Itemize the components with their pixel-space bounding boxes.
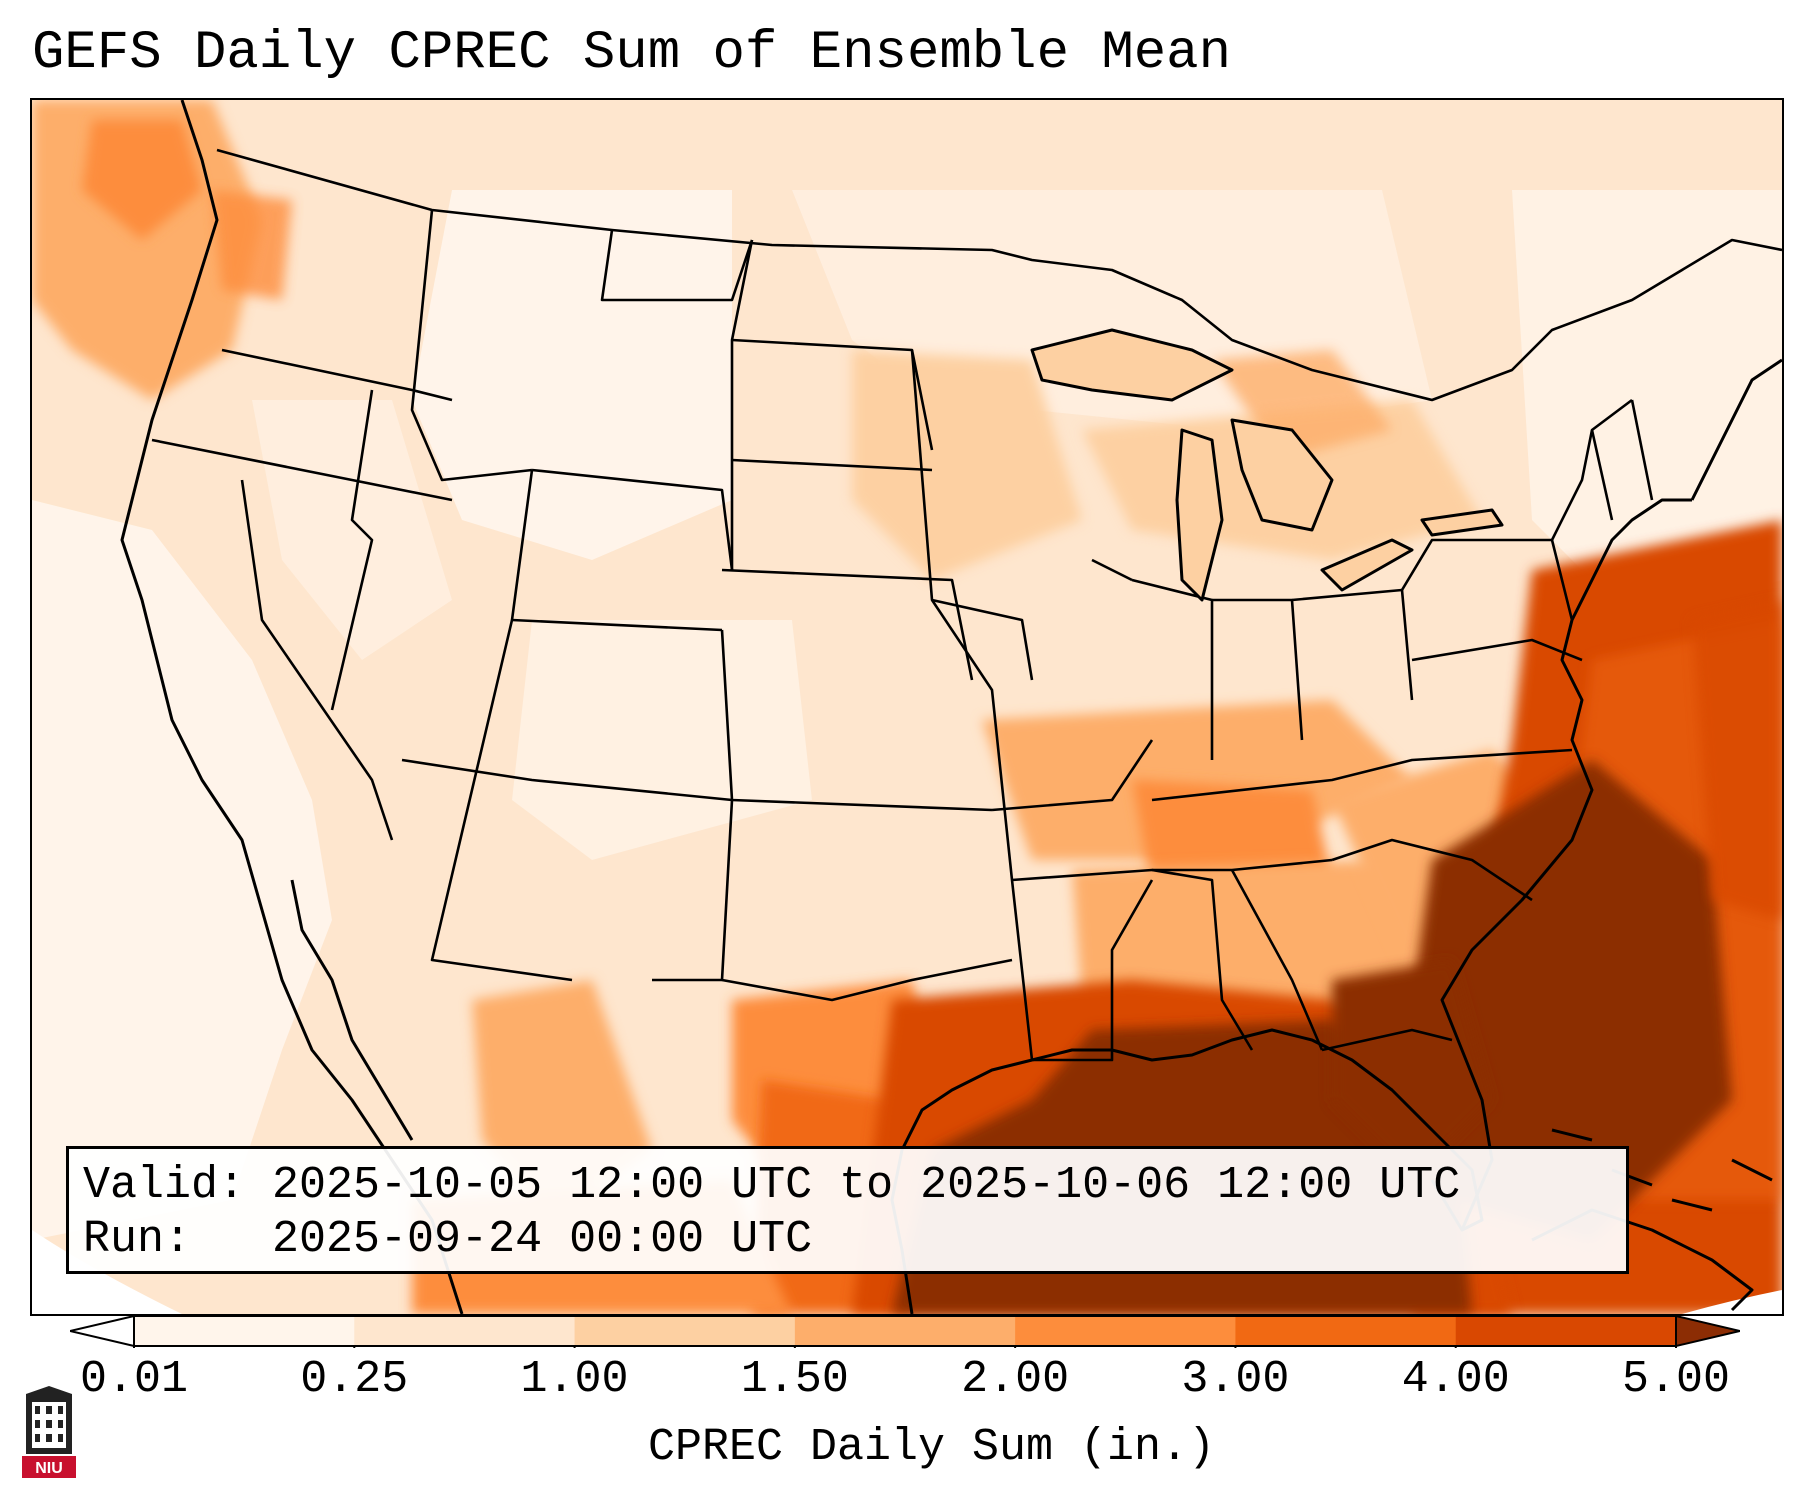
lake-huron	[1230, 418, 1334, 532]
colorbar-tick-label: 1.00	[520, 1354, 629, 1405]
colorbar-segment	[354, 1316, 576, 1346]
state-borders	[151, 148, 1782, 1062]
northeast-coast	[1690, 358, 1782, 501]
colorbar-segment	[1455, 1316, 1677, 1346]
colorbar-segment	[1235, 1316, 1457, 1346]
colorbar-tick-label: 0.25	[300, 1354, 409, 1405]
canada-border	[216, 148, 1782, 402]
caribbean-islands	[1551, 1128, 1773, 1212]
west-coast	[120, 100, 464, 1314]
map-title: GEFS Daily CPREC Sum of Ensemble Mean	[32, 23, 1231, 84]
colorbar-segment	[134, 1316, 355, 1346]
colorbar-outline	[133, 1315, 1677, 1347]
east-coast	[1440, 498, 1692, 1231]
lake-superior	[1030, 328, 1234, 402]
lake-ontario	[1420, 508, 1504, 537]
colorbar-ticks: 0.01 0.25 1.00 1.50 2.00 3.00 4.00 5.00	[0, 1352, 1803, 1412]
valid-time-box: Valid: 2025-10-05 12:00 UTC to 2025-10-0…	[66, 1146, 1629, 1274]
building-icon	[26, 1386, 72, 1454]
logo-text: NIU	[35, 1460, 63, 1477]
colorbar	[70, 1314, 1740, 1348]
projection-edge-left	[32, 1230, 182, 1314]
lake-erie	[1320, 538, 1414, 592]
run-line: Run: 2025-09-24 00:00 UTC	[83, 1214, 813, 1265]
colorbar-tick-label: 2.00	[961, 1354, 1070, 1405]
projection-edge-right	[1682, 1290, 1782, 1314]
colorbar-label: CPREC Daily Sum (in.)	[647, 1422, 1216, 1473]
colorbar-tick-label: 5.00	[1621, 1354, 1731, 1405]
valid-line: Valid: 2025-10-05 12:00 UTC to 2025-10-0…	[83, 1160, 1461, 1211]
colorbar-tick-label: 3.00	[1181, 1354, 1290, 1405]
colorbar-segment	[794, 1316, 1016, 1346]
colorbar-tick-label: 1.50	[740, 1354, 849, 1405]
colorbar-tick-label: 4.00	[1401, 1354, 1510, 1405]
baja-peninsula	[290, 879, 414, 1141]
colorbar-tick-label: 0.01	[79, 1354, 189, 1405]
niu-logo: NIU	[22, 1386, 76, 1478]
precip-map[interactable]	[32, 100, 1782, 1314]
colorbar-extend-low	[70, 1314, 135, 1348]
colorbar-extend-high	[1675, 1314, 1740, 1348]
colorbar-segment	[1015, 1316, 1236, 1346]
map-panel[interactable]	[30, 98, 1784, 1316]
great-lakes	[1030, 328, 1504, 602]
lake-michigan	[1175, 428, 1224, 602]
colorbar-segment	[574, 1316, 796, 1346]
